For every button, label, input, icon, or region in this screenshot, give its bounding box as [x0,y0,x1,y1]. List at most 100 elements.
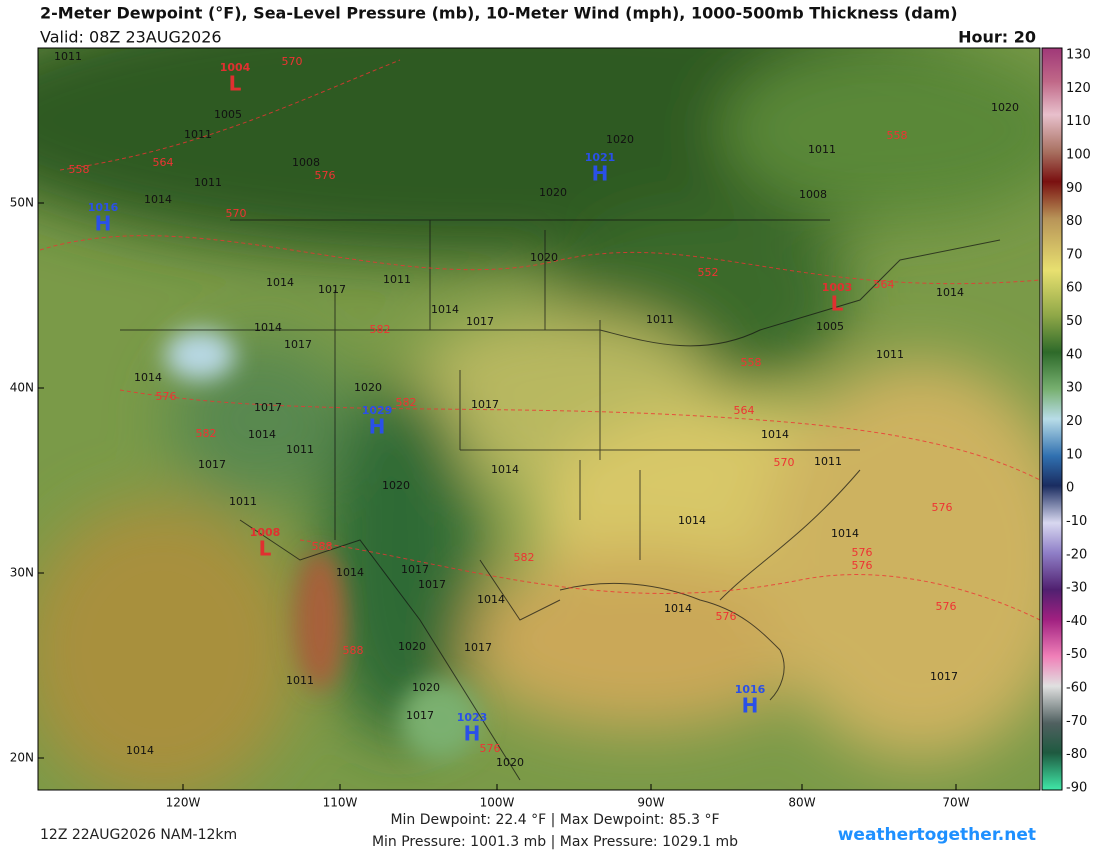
longitude-label: 80W [788,796,815,810]
isobar-label: 1014 [664,602,692,615]
isobar-label: 1008 [292,156,320,169]
thickness-label: 570 [774,456,795,469]
thickness-label: 576 [716,610,737,623]
thickness-label: 570 [282,55,303,68]
pressure-symbol: H [464,722,481,746]
isobar-label: 1017 [471,398,499,411]
pressure-symbol: L [259,537,272,561]
pressure-symbol: L [229,72,242,96]
isobar-label: 1011 [286,674,314,687]
pressure-range: Min Pressure: 1001.3 mb | Max Pressure: … [372,834,738,850]
longitude-label: 110W [323,796,358,810]
isobar-label: 1014 [678,514,706,527]
colorbar-label: 120 [1066,81,1091,96]
thickness-label: 558 [887,129,908,142]
thickness-label: 576 [932,501,953,514]
isobar-label: 1014 [254,321,282,334]
pressure-value: 1023 [457,711,488,724]
thickness-label: 588 [312,540,333,553]
isobar-label: 1017 [930,670,958,683]
thickness-label: 558 [741,356,762,369]
site-credit: weathertogether.net [838,825,1036,845]
thickness-label: 570 [226,207,247,220]
colorbar-label: 100 [1066,147,1091,162]
thickness-label: 576 [315,169,336,182]
pressure-value: 1016 [88,201,119,214]
isobar-label: 1011 [184,128,212,141]
colorbar-label: -70 [1066,714,1087,729]
latitude-label: 20N [10,751,34,765]
isobar-label: 1011 [876,348,904,361]
pressure-value: 1008 [250,526,281,539]
isobar-label: 1020 [991,101,1019,114]
isobar-label: 1014 [126,744,154,757]
pressure-value: 1021 [585,151,616,164]
isobar-label: 1017 [466,315,494,328]
isobar-label: 1014 [831,527,859,540]
title: 2-Meter Dewpoint (°F), Sea-Level Pressur… [40,4,958,23]
thickness-label: 582 [514,551,535,564]
pressure-symbol: H [592,162,609,186]
pressure-value: 1016 [735,683,766,696]
model-run: 12Z 22AUG2026 NAM-12km [40,827,237,843]
colorbar-label: -20 [1066,547,1087,562]
valid-time: Valid: 08Z 23AUG2026 [40,28,222,47]
colorbar-label: 10 [1066,447,1083,462]
thickness-label: 576 [852,559,873,572]
isobar-label: 1011 [808,143,836,156]
isobar-label: 1020 [398,640,426,653]
thickness-label: 588 [343,644,364,657]
pressure-symbol: H [95,212,112,236]
thickness-label: 582 [396,396,417,409]
thickness-label: 576 [852,546,873,559]
pressure-symbol: H [369,415,386,439]
pressure-value: 1029 [362,404,393,417]
isobar-label: 1020 [539,186,567,199]
thickness-label: 576 [480,742,501,755]
colorbar-label: 50 [1066,314,1083,329]
thickness-label: 564 [874,278,895,291]
isobar-label: 1014 [491,463,519,476]
colorbar-label: 20 [1066,414,1083,429]
thickness-label: 576 [156,390,177,403]
thickness-label: 564 [153,156,174,169]
isobar-label: 1011 [383,273,411,286]
pressure-value: 1004 [220,61,251,74]
isobar-label: 1020 [606,133,634,146]
isobar-label: 1014 [336,566,364,579]
isobar-label: 1014 [936,286,964,299]
isobar-label: 1014 [477,593,505,606]
thickness-label: 576 [936,600,957,613]
colorbar-label: -30 [1066,581,1087,596]
isobar-label: 1014 [144,193,172,206]
colorbar-label: 70 [1066,247,1083,262]
colorbar-label: 0 [1066,481,1074,496]
colorbar-label: 90 [1066,181,1083,196]
colorbar-label: 110 [1066,114,1091,129]
colorbar-label: 60 [1066,281,1083,296]
thickness-label: 582 [370,323,391,336]
map-frame [37,47,1041,791]
longitude-label: 90W [637,796,664,810]
latitude-label: 30N [10,566,34,580]
isobar-label: 1020 [412,681,440,694]
isobar-label: 1017 [406,709,434,722]
thickness-label: 558 [69,163,90,176]
pressure-symbol: L [831,292,844,316]
isobar-label: 1011 [286,443,314,456]
isobar-label: 1020 [530,251,558,264]
isobar-label: 1017 [198,458,226,471]
isobar-label: 1017 [254,401,282,414]
isobar-label: 1011 [646,313,674,326]
isobar-label: 1011 [194,176,222,189]
colorbar-label: -40 [1066,614,1087,629]
dewpoint-range: Min Dewpoint: 22.4 °F | Max Dewpoint: 85… [390,812,719,828]
colorbar-label: 130 [1066,48,1091,63]
isobar-label: 1017 [318,283,346,296]
map [38,48,1040,790]
isobar-label: 1014 [248,428,276,441]
colorbar-label: -90 [1066,781,1087,796]
isobar-label: 1020 [354,381,382,394]
isobar-label: 1014 [431,303,459,316]
latitude-label: 50N [10,196,34,210]
